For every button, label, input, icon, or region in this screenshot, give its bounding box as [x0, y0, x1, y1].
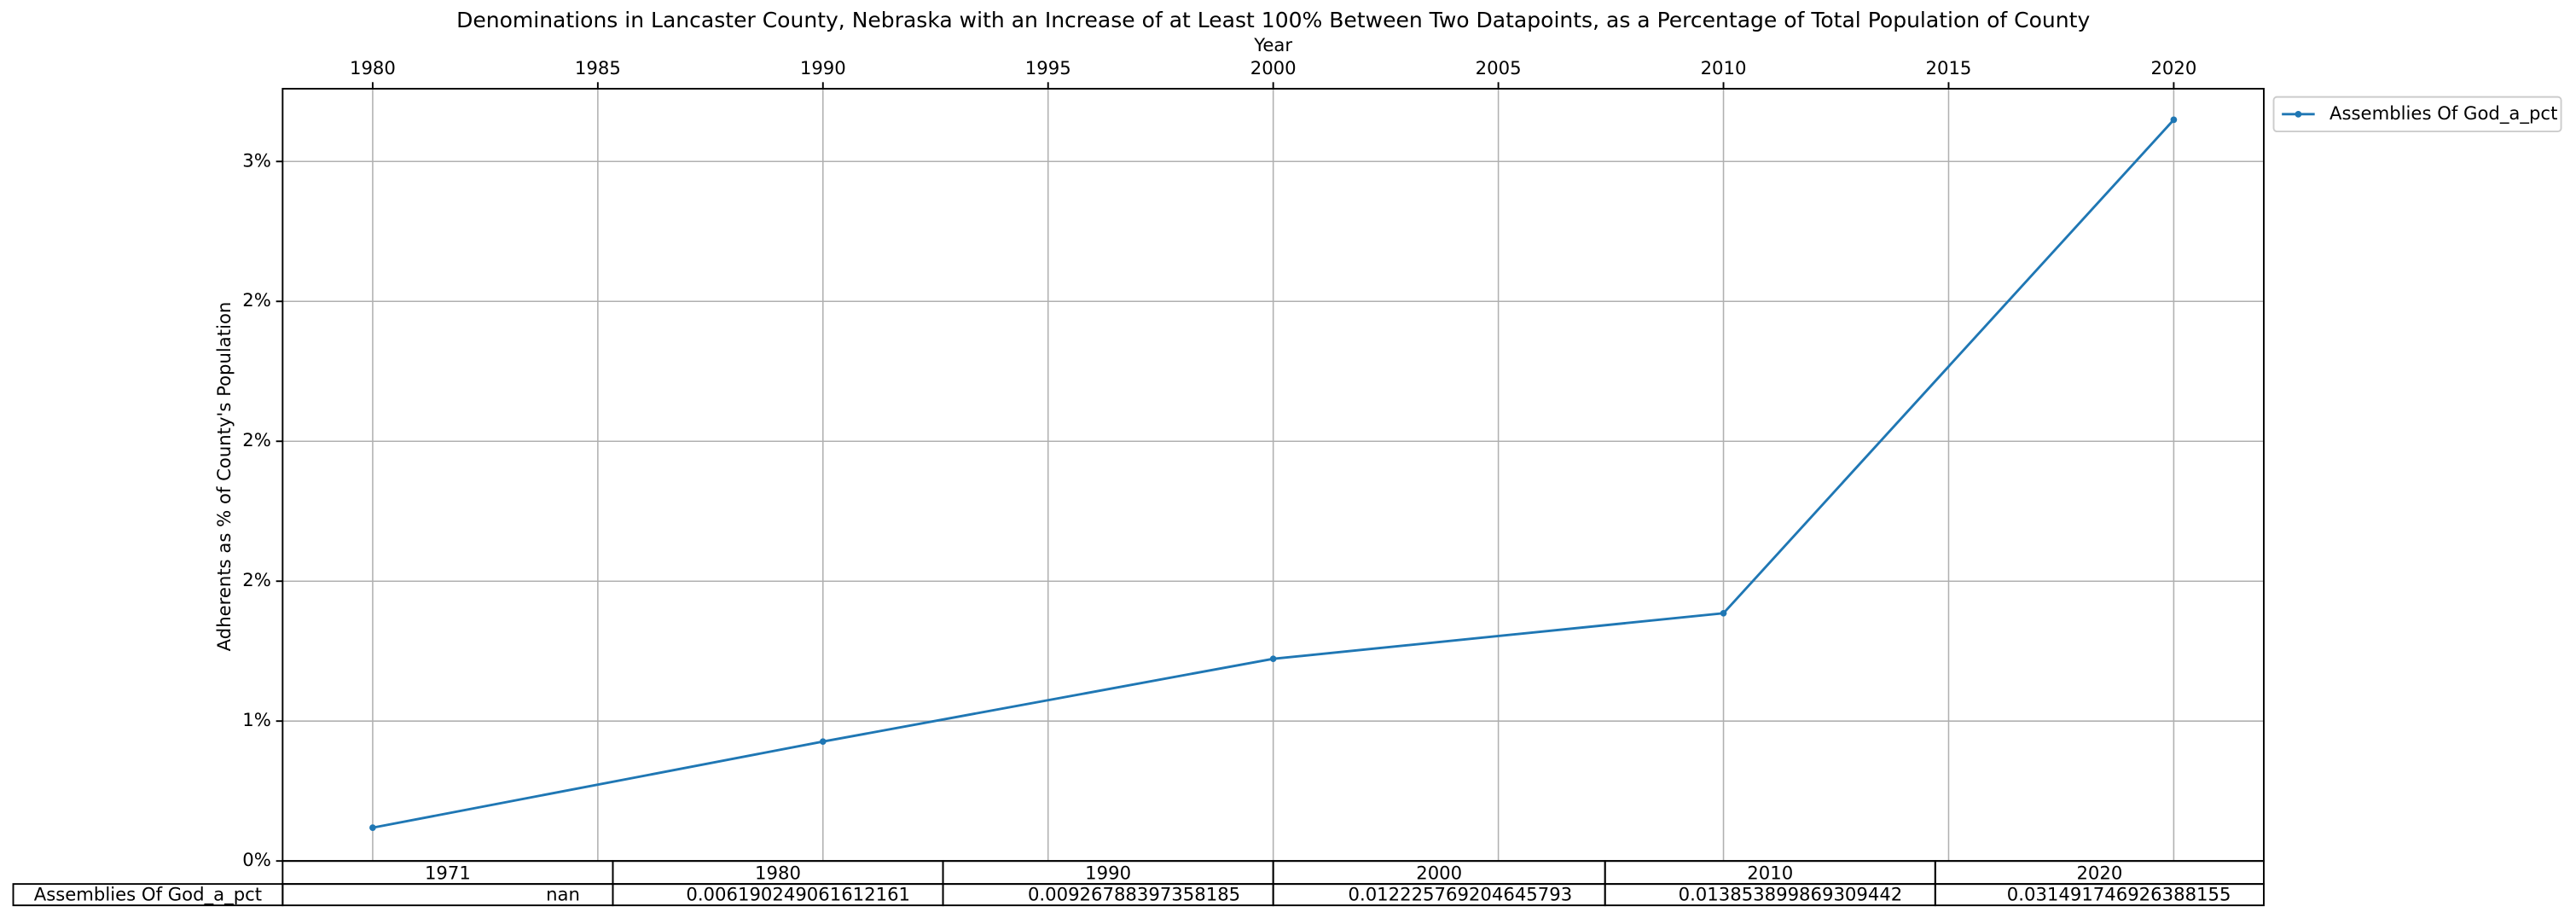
y-axis-label: Adherents as % of County's Population [213, 302, 235, 652]
x-tick-label: 2015 [1926, 57, 1972, 78]
x-tick-label: 1985 [575, 57, 621, 78]
table-header: 1971 [425, 863, 471, 884]
table-header: 2010 [1747, 863, 1793, 884]
table-value: nan [546, 884, 580, 905]
x-tick-label: 2005 [1476, 57, 1522, 78]
point [1269, 655, 1277, 663]
y-tick-label: 1% [242, 709, 271, 730]
point [369, 824, 376, 831]
y-tick-label: 0% [242, 849, 271, 870]
table-cell [1934, 883, 2265, 907]
x-axis-label: Year [1253, 34, 1292, 55]
point [1720, 609, 1727, 617]
table-header: 2020 [2076, 863, 2122, 884]
point [819, 738, 827, 746]
x-tick-label: 1990 [800, 57, 846, 78]
legend-marker [2295, 110, 2302, 118]
chart-title: Denominations in Lancaster County, Nebra… [456, 8, 2090, 32]
y-tick-label: 2% [242, 289, 271, 311]
table-value: 0.006190249061612161 [686, 884, 910, 905]
table-value: 0.012225769204645793 [1349, 884, 1573, 905]
x-tick-label: 1980 [350, 57, 396, 78]
table-header: 1990 [1085, 863, 1131, 884]
x-tick-label: 2010 [1701, 57, 1747, 78]
legend-box [2272, 96, 2562, 133]
table-value: 0.00926788397358185 [1028, 884, 1240, 905]
table-value: 0.031491746926388155 [2007, 884, 2231, 905]
x-tick-label: 2020 [2150, 57, 2196, 78]
x-tick-label: 2000 [1250, 57, 1297, 78]
y-tick-label: 2% [242, 569, 271, 590]
x-tick-label: 1995 [1025, 57, 1071, 78]
y-tick-label: 2% [242, 429, 271, 450]
table-header: 2000 [1416, 863, 1462, 884]
table-header: 1980 [755, 863, 801, 884]
point [2170, 116, 2178, 124]
table-value: 0.013853899869309442 [1679, 884, 1903, 905]
legend-label: Assemblies Of God_a_pct [2329, 102, 2557, 125]
y-tick-label: 3% [242, 149, 271, 171]
table-row-label: Assemblies Of God_a_pct [34, 884, 262, 906]
